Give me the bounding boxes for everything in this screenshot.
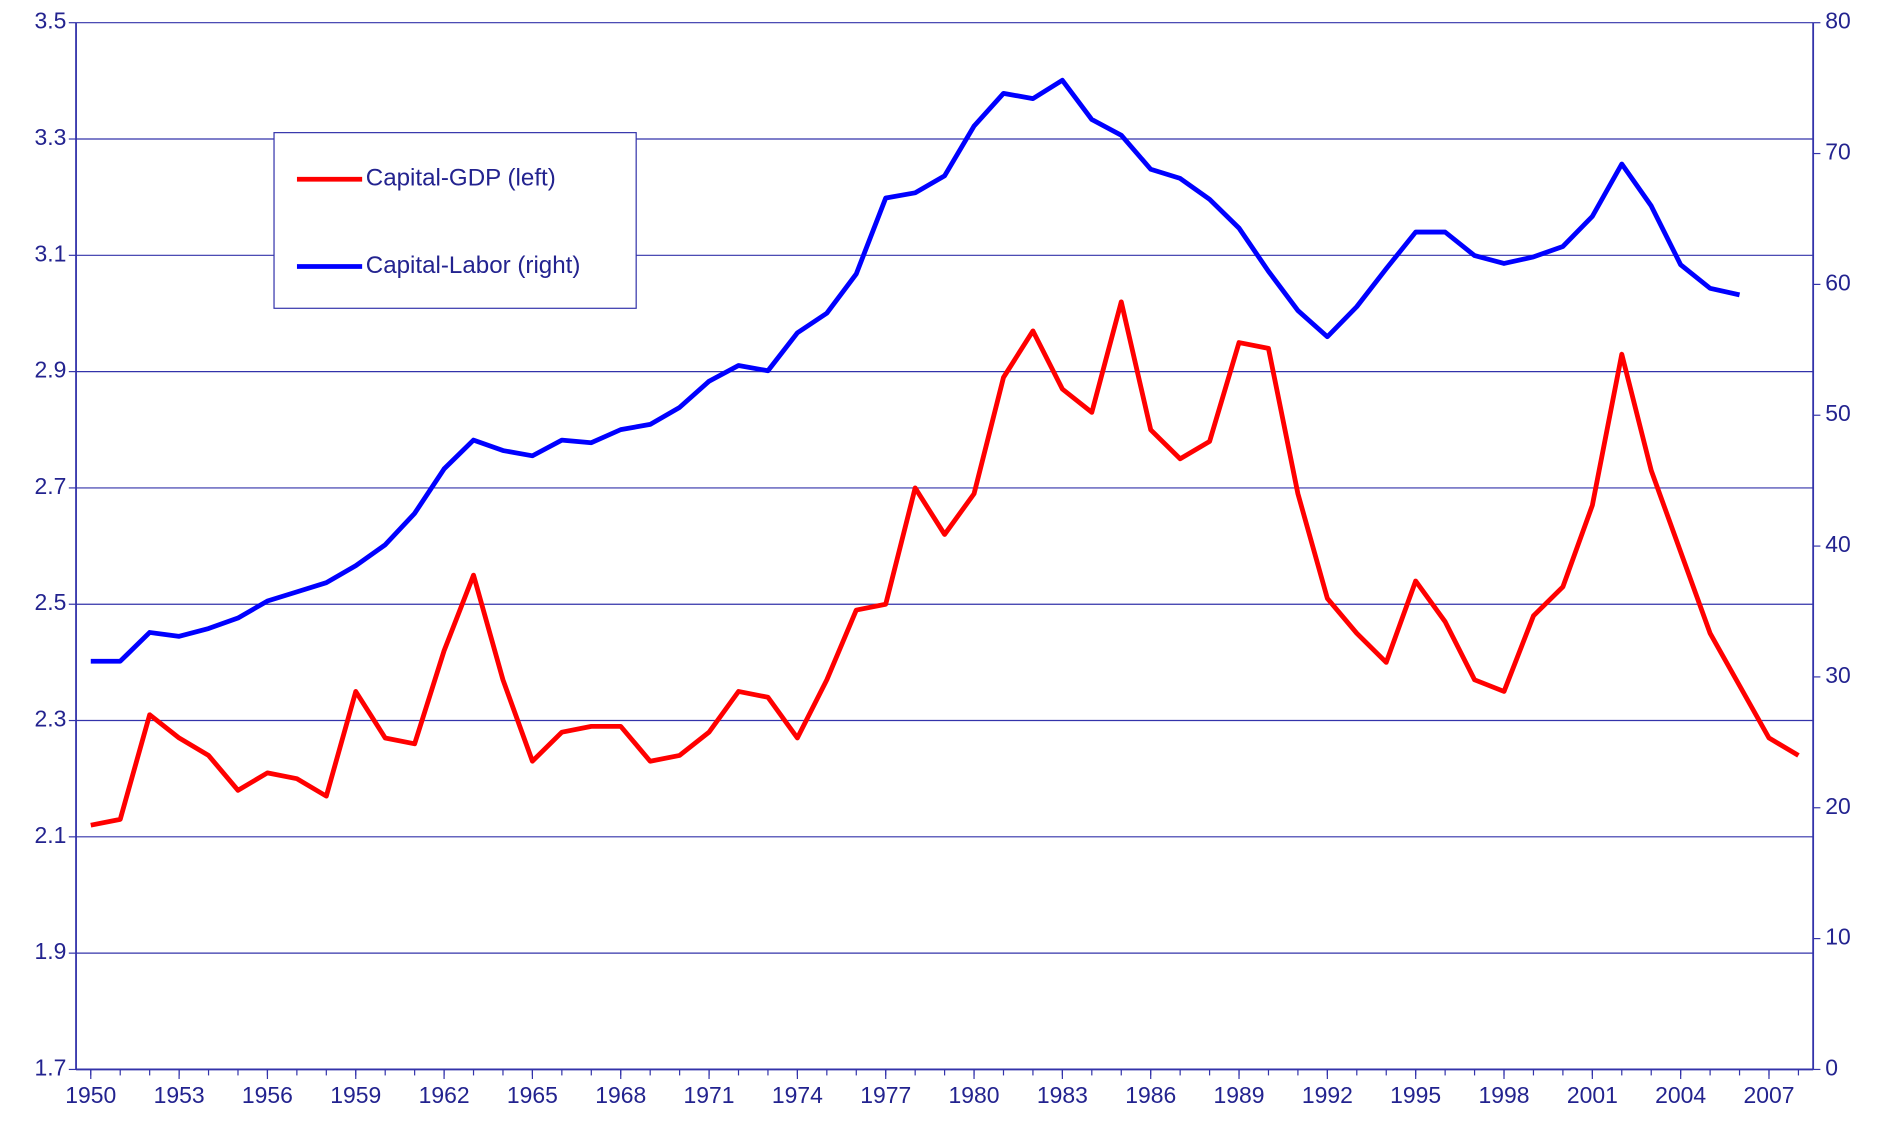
x-tick-label: 1989 (1214, 1082, 1265, 1108)
x-tick-label: 1983 (1037, 1082, 1088, 1108)
y-tick-label: 3.3 (35, 124, 67, 150)
y-tick-label: 2.1 (35, 822, 67, 848)
x-tick-label: 1986 (1125, 1082, 1176, 1108)
x-tick-label: 1959 (330, 1082, 381, 1108)
x-tick-label: 1962 (419, 1082, 470, 1108)
legend-box (273, 132, 637, 309)
y2-tick-label: 60 (1825, 269, 1851, 295)
x-tick-label: 1965 (507, 1082, 558, 1108)
y2-tick-label: 50 (1825, 400, 1851, 426)
y-tick-label: 1.9 (35, 938, 67, 964)
x-tick-label: 1968 (595, 1082, 646, 1108)
legend-label: Capital-GDP (left) (366, 165, 556, 192)
x-tick-label: 2004 (1655, 1082, 1706, 1108)
y2-tick-label: 10 (1825, 924, 1851, 950)
x-tick-label: 1977 (860, 1082, 911, 1108)
y2-tick-label: 0 (1825, 1055, 1838, 1081)
legend-label: Capital-Labor (right) (366, 252, 581, 279)
y2-tick-label: 30 (1825, 662, 1851, 688)
y2-tick-label: 40 (1825, 531, 1851, 557)
y-tick-label: 2.9 (35, 357, 67, 383)
y-tick-label: 1.7 (35, 1055, 67, 1081)
x-tick-label: 1980 (949, 1082, 1000, 1108)
y-tick-label: 2.5 (35, 589, 67, 615)
x-tick-label: 1971 (684, 1082, 735, 1108)
y-tick-label: 3.1 (35, 240, 67, 266)
y-tick-label: 2.3 (35, 706, 67, 732)
x-tick-label: 1992 (1302, 1082, 1353, 1108)
x-tick-label: 2001 (1567, 1082, 1618, 1108)
x-tick-label: 1953 (154, 1082, 205, 1108)
x-tick-label: 1995 (1390, 1082, 1441, 1108)
y2-tick-label: 20 (1825, 793, 1851, 819)
x-tick-label: 1956 (242, 1082, 293, 1108)
x-tick-label: 1998 (1479, 1082, 1530, 1108)
y-tick-label: 2.7 (35, 473, 67, 499)
x-tick-label: 1974 (772, 1082, 823, 1108)
x-tick-label: 1950 (65, 1082, 116, 1108)
series-line (90, 299, 1800, 828)
series-line (90, 77, 1741, 664)
y2-tick-label: 80 (1825, 8, 1851, 34)
y2-tick-label: 70 (1825, 139, 1851, 165)
y-tick-label: 3.5 (35, 8, 67, 34)
x-tick-label: 2007 (1743, 1082, 1794, 1108)
